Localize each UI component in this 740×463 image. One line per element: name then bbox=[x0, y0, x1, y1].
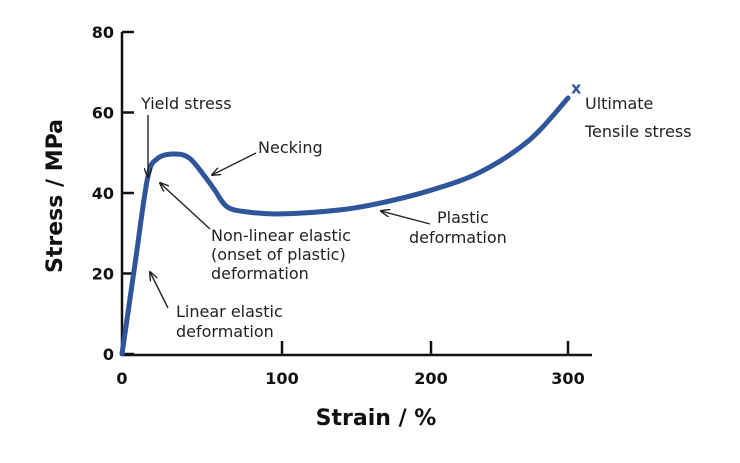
nonlinear-arrow bbox=[160, 183, 211, 230]
plastic-label-2: deformation bbox=[409, 228, 507, 247]
axes: 0 20 40 60 80 0 100 200 300 bbox=[92, 23, 592, 388]
y-axis-label: Stress / MPa bbox=[43, 119, 68, 273]
y-tick-label: 40 bbox=[92, 184, 114, 203]
x-tick-label: 200 bbox=[414, 369, 447, 388]
y-tick-label: 80 bbox=[92, 23, 114, 42]
x-axis-label: Strain / % bbox=[316, 406, 437, 431]
x-tick-label: 300 bbox=[551, 369, 584, 388]
linear-label-1: Linear elastic bbox=[176, 302, 283, 321]
x-tick-label: 0 bbox=[116, 369, 127, 388]
linear-label-2: deformation bbox=[176, 322, 274, 341]
uts-label-2: Tensile stress bbox=[584, 122, 692, 141]
plastic-arrow bbox=[381, 211, 431, 225]
uts-label-1: Ultimate bbox=[585, 94, 653, 113]
linear-arrow bbox=[150, 272, 169, 309]
y-tick-label: 0 bbox=[103, 345, 114, 364]
nonlinear-label-2: (onset of plastic) bbox=[211, 245, 346, 264]
nonlinear-label-1: Non-linear elastic bbox=[211, 226, 351, 245]
nonlinear-label-3: deformation bbox=[211, 264, 309, 283]
necking-arrow bbox=[212, 152, 257, 175]
ultimate-tensile-marker: x bbox=[571, 78, 582, 97]
yield-label: Yield stress bbox=[140, 94, 232, 113]
y-tick-label: 20 bbox=[92, 265, 114, 284]
y-tick-label: 60 bbox=[92, 104, 114, 123]
plastic-label-1: Plastic bbox=[437, 208, 489, 227]
stress-strain-curve bbox=[119, 95, 571, 357]
necking-label: Necking bbox=[258, 138, 323, 157]
x-tick-label: 100 bbox=[265, 369, 298, 388]
